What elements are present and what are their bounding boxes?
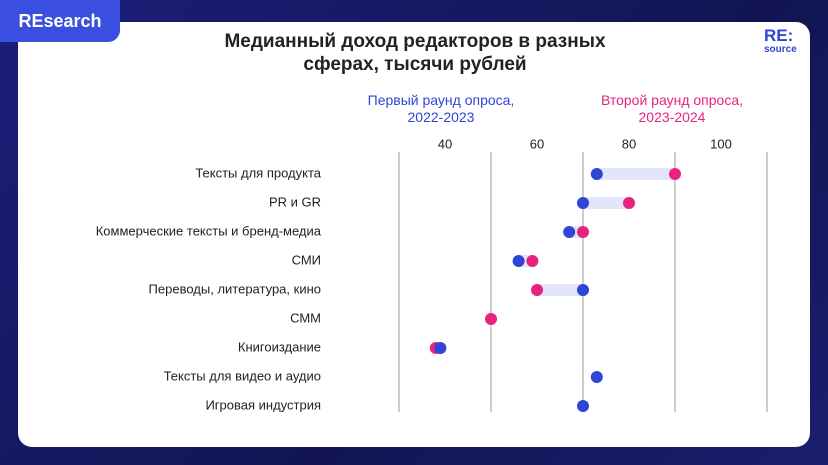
dot (590, 371, 603, 383)
y-tick-label: Игровая индустрия (205, 397, 321, 412)
badge: REsearch (0, 0, 120, 42)
dot (434, 342, 447, 354)
x-tick-label: 40 (438, 136, 452, 151)
dot (590, 168, 603, 180)
dot (577, 400, 589, 412)
y-tick-label: Тексты для продукта (195, 165, 321, 180)
y-tick-label: Тексты для видео и аудио (164, 368, 321, 383)
dot (563, 226, 576, 238)
x-tick-label: 100 (710, 136, 732, 151)
y-tick-label: Книгоиздание (238, 339, 321, 354)
dot (623, 197, 635, 209)
y-tick-label: СММ (290, 310, 321, 325)
dot (531, 284, 543, 296)
y-tick-label: Переводы, литература, кино (149, 281, 321, 296)
dot (669, 168, 681, 180)
dot (526, 255, 539, 267)
logo: RE: (764, 26, 794, 45)
legend-entry: Первый раунд опроса, 2022-2023 (367, 92, 515, 125)
dot (577, 226, 589, 238)
y-tick-label: СМИ (292, 252, 321, 267)
x-tick-label: 80 (622, 136, 636, 151)
dot (485, 313, 497, 325)
dot (577, 284, 589, 296)
logo: source (764, 44, 797, 55)
chart-title: Медианный доход редакторов в разных сфер… (224, 31, 606, 75)
card (18, 22, 810, 447)
dot (512, 255, 525, 267)
y-tick-label: Коммерческие тексты и бренд-медиа (96, 223, 322, 238)
y-tick-label: PR и GR (269, 194, 321, 209)
legend-entry: Второй раунд опроса, 2023-2024 (600, 92, 744, 125)
x-tick-label: 60 (530, 136, 544, 151)
dot (577, 197, 589, 209)
